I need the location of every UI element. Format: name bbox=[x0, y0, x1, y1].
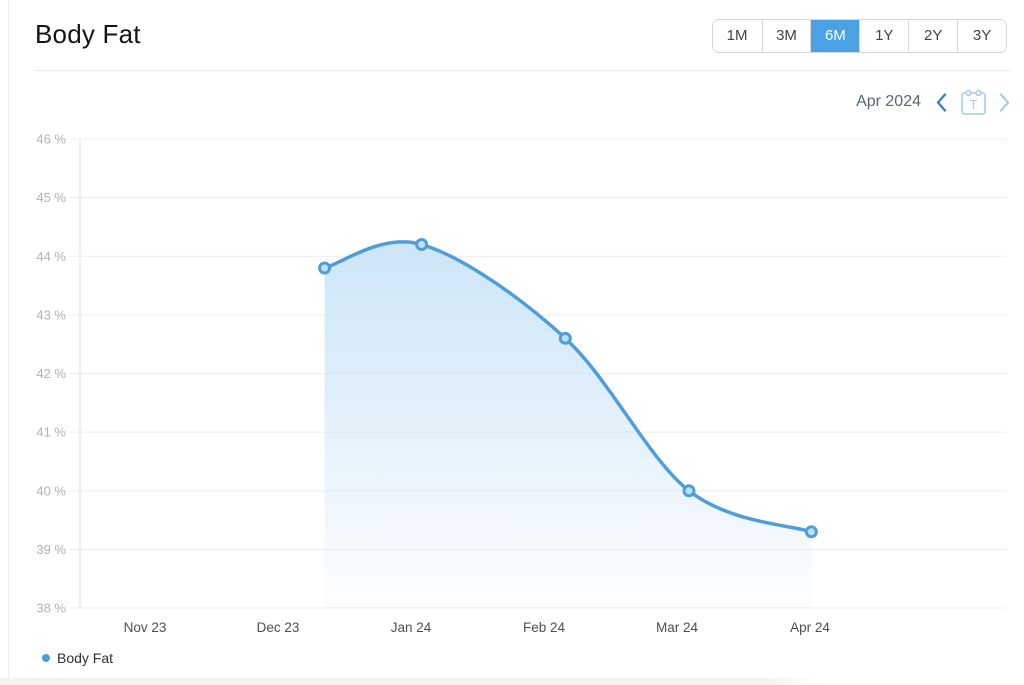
legend-dot bbox=[42, 654, 50, 662]
next-period-button[interactable] bbox=[998, 91, 1011, 114]
date-navigation: Apr 2024 T bbox=[856, 86, 1011, 118]
range-button-2y[interactable]: 2Y bbox=[908, 20, 958, 52]
body-fat-area bbox=[324, 241, 812, 608]
y-axis-label: 40 % bbox=[36, 483, 66, 498]
y-axis-label: 43 % bbox=[36, 307, 66, 322]
calendar-icon: T bbox=[961, 89, 986, 115]
chart-legend[interactable]: Body Fat bbox=[42, 650, 113, 666]
y-axis-label: 45 % bbox=[36, 190, 66, 205]
x-axis-label: Feb 24 bbox=[523, 620, 566, 635]
previous-period-button[interactable] bbox=[935, 91, 948, 114]
range-button-3m[interactable]: 3M bbox=[761, 20, 811, 52]
next-section-edge bbox=[0, 678, 820, 685]
x-axis-label: Apr 24 bbox=[790, 620, 830, 635]
page-title: Body Fat bbox=[35, 19, 141, 49]
body-fat-line bbox=[322, 240, 814, 534]
legend-label: Body Fat bbox=[57, 650, 114, 666]
range-selector: 1M 3M 6M 1Y 2Y 3Y bbox=[711, 19, 1007, 53]
calendar-button[interactable]: T bbox=[957, 86, 989, 118]
chevron-right-icon bbox=[999, 92, 1010, 112]
y-axis-label: 46 % bbox=[36, 132, 66, 147]
panel-left-edge bbox=[8, 0, 9, 685]
range-button-6m[interactable]: 6M bbox=[810, 20, 860, 52]
x-axis-label: Dec 23 bbox=[257, 620, 300, 635]
current-period-label: Apr 2024 bbox=[856, 93, 921, 110]
chevron-left-icon bbox=[936, 92, 947, 112]
y-axis-label: 44 % bbox=[36, 249, 66, 264]
y-axis-label: 42 % bbox=[36, 366, 66, 381]
range-button-1m[interactable]: 1M bbox=[712, 20, 762, 52]
y-axis-label: 39 % bbox=[36, 542, 66, 557]
x-axis-label: Mar 24 bbox=[656, 620, 699, 635]
data-point-marker-0[interactable] bbox=[318, 261, 332, 275]
x-axis-label: Jan 24 bbox=[391, 620, 432, 635]
data-point-marker-4[interactable] bbox=[804, 525, 818, 539]
range-button-1y[interactable]: 1Y bbox=[859, 20, 909, 52]
data-point-marker-3[interactable] bbox=[682, 484, 696, 498]
header-divider bbox=[35, 70, 1010, 71]
y-axis-label: 41 % bbox=[36, 425, 66, 440]
calendar-icon-letter: T bbox=[970, 98, 978, 112]
range-button-3y[interactable]: 3Y bbox=[957, 20, 1006, 52]
data-point-marker-1[interactable] bbox=[415, 238, 429, 252]
x-axis-label: Nov 23 bbox=[124, 620, 167, 635]
y-axis-label: 38 % bbox=[36, 601, 66, 616]
data-point-marker-2[interactable] bbox=[558, 331, 572, 345]
